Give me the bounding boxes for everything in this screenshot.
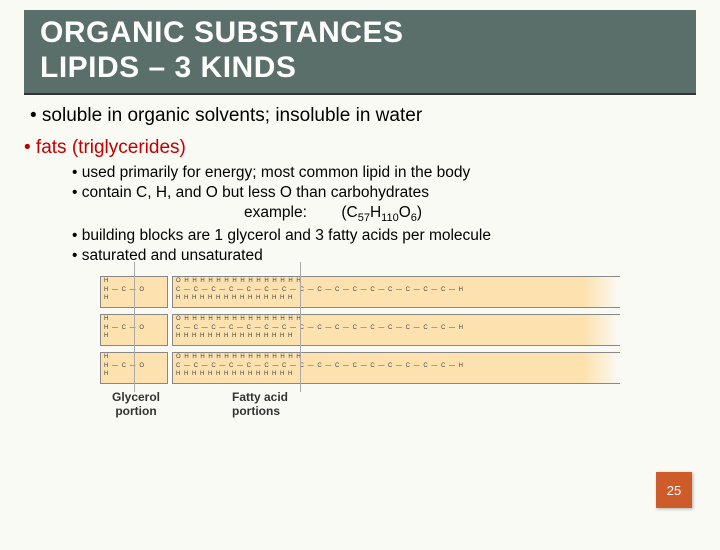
- fa-top: O H H H H H H H H H H H H H H H: [173, 277, 620, 286]
- fa-mid: C — C — C — C — C — C — C — C — C — C — …: [173, 286, 620, 295]
- sub-cho: • contain C, H, and O but less O than ca…: [72, 183, 696, 203]
- glycerol-label: Glycerol portion: [100, 390, 172, 418]
- formula-h-label: H: [370, 204, 381, 221]
- fa-bot: H H H H H H H H H H H H H H H: [173, 294, 620, 303]
- formula-h: 110: [381, 212, 399, 224]
- title-line-2: LIPIDS – 3 KINDS: [40, 51, 680, 86]
- fatty-acid-box: O H H H H H H H H H H H H H H H C — C — …: [172, 352, 620, 384]
- fatty-acid-label: Fatty acid portions: [172, 390, 620, 418]
- formula-close: ): [417, 204, 422, 221]
- fatty-acid-box: O H H H H H H H H H H H H H H H C — C — …: [172, 276, 620, 308]
- title-bar: ORGANIC SUBSTANCES LIPIDS – 3 KINDS: [24, 10, 696, 93]
- diagram-labels: Glycerol portion Fatty acid portions: [100, 390, 620, 418]
- page-number: 25: [667, 483, 681, 498]
- fatty-guide-line: [300, 262, 301, 392]
- title-line-1: ORGANIC SUBSTANCES: [40, 16, 680, 51]
- lipid-strip-3: H H — C — O H O H H H H H H H H H H H H …: [100, 352, 620, 384]
- formula-o-label: O: [399, 204, 411, 221]
- glycerol-guide-line: [134, 262, 135, 392]
- formula-c: 57: [358, 212, 370, 224]
- example-line: example: (C57H110O6): [244, 203, 696, 225]
- lipid-strip-1: H H — C — O H O H H H H H H H H H H H H …: [100, 276, 620, 308]
- lipid-strip-2: H H — C — O H O H H H H H H H H H H H H …: [100, 314, 620, 346]
- sub-energy: • used primarily for energy; most common…: [72, 163, 696, 183]
- title-divider: [24, 93, 696, 95]
- sub-saturated: • saturated and unsaturated: [72, 246, 696, 266]
- fatty-acid-box: O H H H H H H H H H H H H H H H C — C — …: [172, 314, 620, 346]
- content-area: • soluble in organic solvents; insoluble…: [0, 105, 720, 418]
- bullet-fats: • fats (triglycerides): [24, 137, 696, 159]
- page-number-badge: 25: [656, 472, 692, 508]
- example-label: example:: [244, 204, 307, 221]
- formula-open: (C: [341, 204, 357, 221]
- sub-building-blocks: • building blocks are 1 glycerol and 3 f…: [72, 226, 696, 246]
- bullet-soluble: • soluble in organic solvents; insoluble…: [30, 105, 696, 127]
- triglyceride-diagram: H H — C — O H O H H H H H H H H H H H H …: [100, 276, 620, 418]
